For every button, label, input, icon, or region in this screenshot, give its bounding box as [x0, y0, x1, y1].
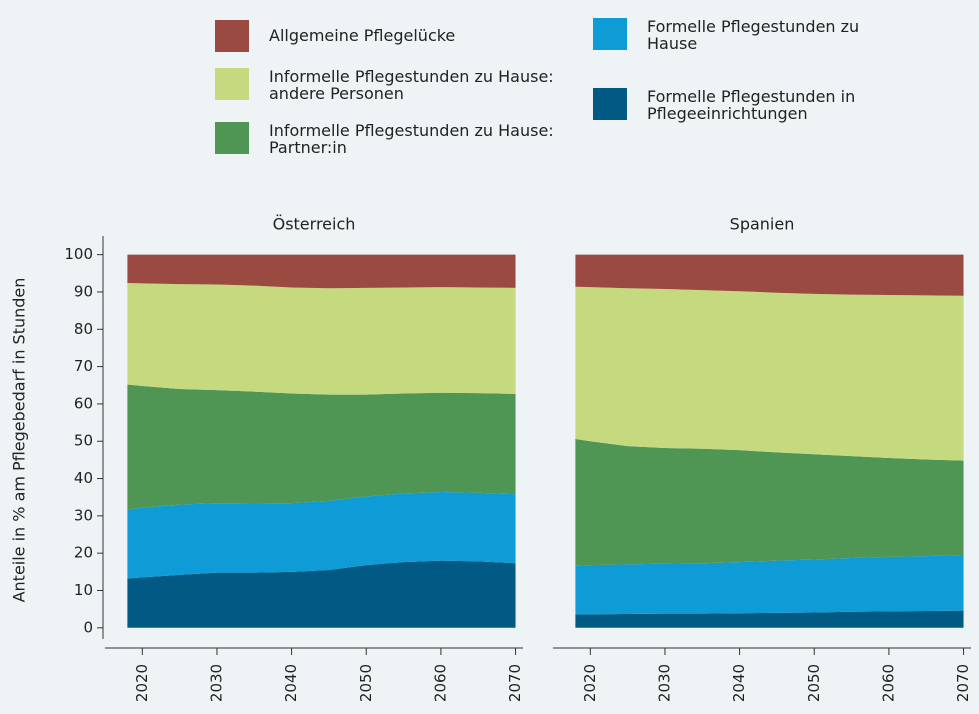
- y-tick-label: 70: [74, 357, 93, 375]
- y-axis-label: Anteile in % am Pflegebedarf in Stunden: [10, 278, 29, 603]
- y-tick-label: 30: [74, 506, 93, 524]
- area: [575, 555, 964, 615]
- y-tick-label: 20: [74, 544, 93, 562]
- x-tick-label: 2040: [730, 664, 748, 702]
- legend-swatch: [215, 68, 249, 100]
- legend-label: Formelle Pflegestunden in Pflegeeinricht…: [647, 87, 856, 123]
- legend-swatch: [215, 122, 249, 154]
- x-tick-label: 2030: [207, 664, 225, 702]
- y-tick-label: 0: [83, 618, 93, 636]
- legend-label: Informelle Pflegestunden zu Hause: ander…: [269, 67, 554, 103]
- area: [575, 254, 964, 296]
- area: [127, 384, 516, 510]
- area: [575, 286, 964, 461]
- legend-item: Formelle Pflegestunden zu Hause: [593, 18, 887, 52]
- legend-item: Allgemeine Pflegelücke: [215, 20, 589, 52]
- x-tick-label: 2060: [879, 664, 897, 702]
- y-tick-label: 80: [74, 320, 93, 338]
- legend-swatch: [215, 20, 249, 52]
- panel-title: Spanien: [730, 215, 795, 234]
- legend-label: Informelle Pflegestunden zu Hause: Partn…: [269, 121, 554, 157]
- y-tick-label: 40: [74, 469, 93, 487]
- legend-item: Informelle Pflegestunden zu Hause: ander…: [215, 68, 589, 102]
- y-tick-label: 90: [74, 282, 93, 300]
- legend-label: Allgemeine Pflegelücke: [269, 26, 456, 45]
- legend-item: Informelle Pflegestunden zu Hause: Partn…: [215, 122, 589, 156]
- panel-title: Österreich: [273, 215, 356, 234]
- x-tick-label: 2030: [655, 664, 673, 702]
- area: [127, 283, 516, 395]
- x-tick-label: 2070: [954, 664, 972, 702]
- legend-item: Formelle Pflegestunden in Pflegeeinricht…: [593, 88, 887, 122]
- y-tick-label: 60: [74, 394, 93, 412]
- area: [127, 491, 516, 579]
- x-tick-label: 2020: [581, 664, 599, 702]
- x-tick-label: 2050: [357, 664, 375, 702]
- x-tick-label: 2020: [133, 664, 151, 702]
- y-tick-label: 100: [64, 245, 93, 263]
- area: [575, 438, 964, 566]
- legend-swatch: [593, 88, 627, 120]
- x-tick-label: 2040: [282, 664, 300, 702]
- x-tick-label: 2050: [805, 664, 823, 702]
- legend-swatch: [593, 18, 627, 50]
- x-tick-label: 2070: [506, 664, 524, 702]
- area: [127, 254, 516, 289]
- legend-label: Formelle Pflegestunden zu Hause: [647, 17, 860, 53]
- area: [575, 610, 964, 628]
- y-tick-label: 10: [74, 581, 93, 599]
- y-tick-label: 50: [74, 432, 93, 450]
- area: [127, 560, 516, 628]
- x-tick-label: 2060: [431, 664, 449, 702]
